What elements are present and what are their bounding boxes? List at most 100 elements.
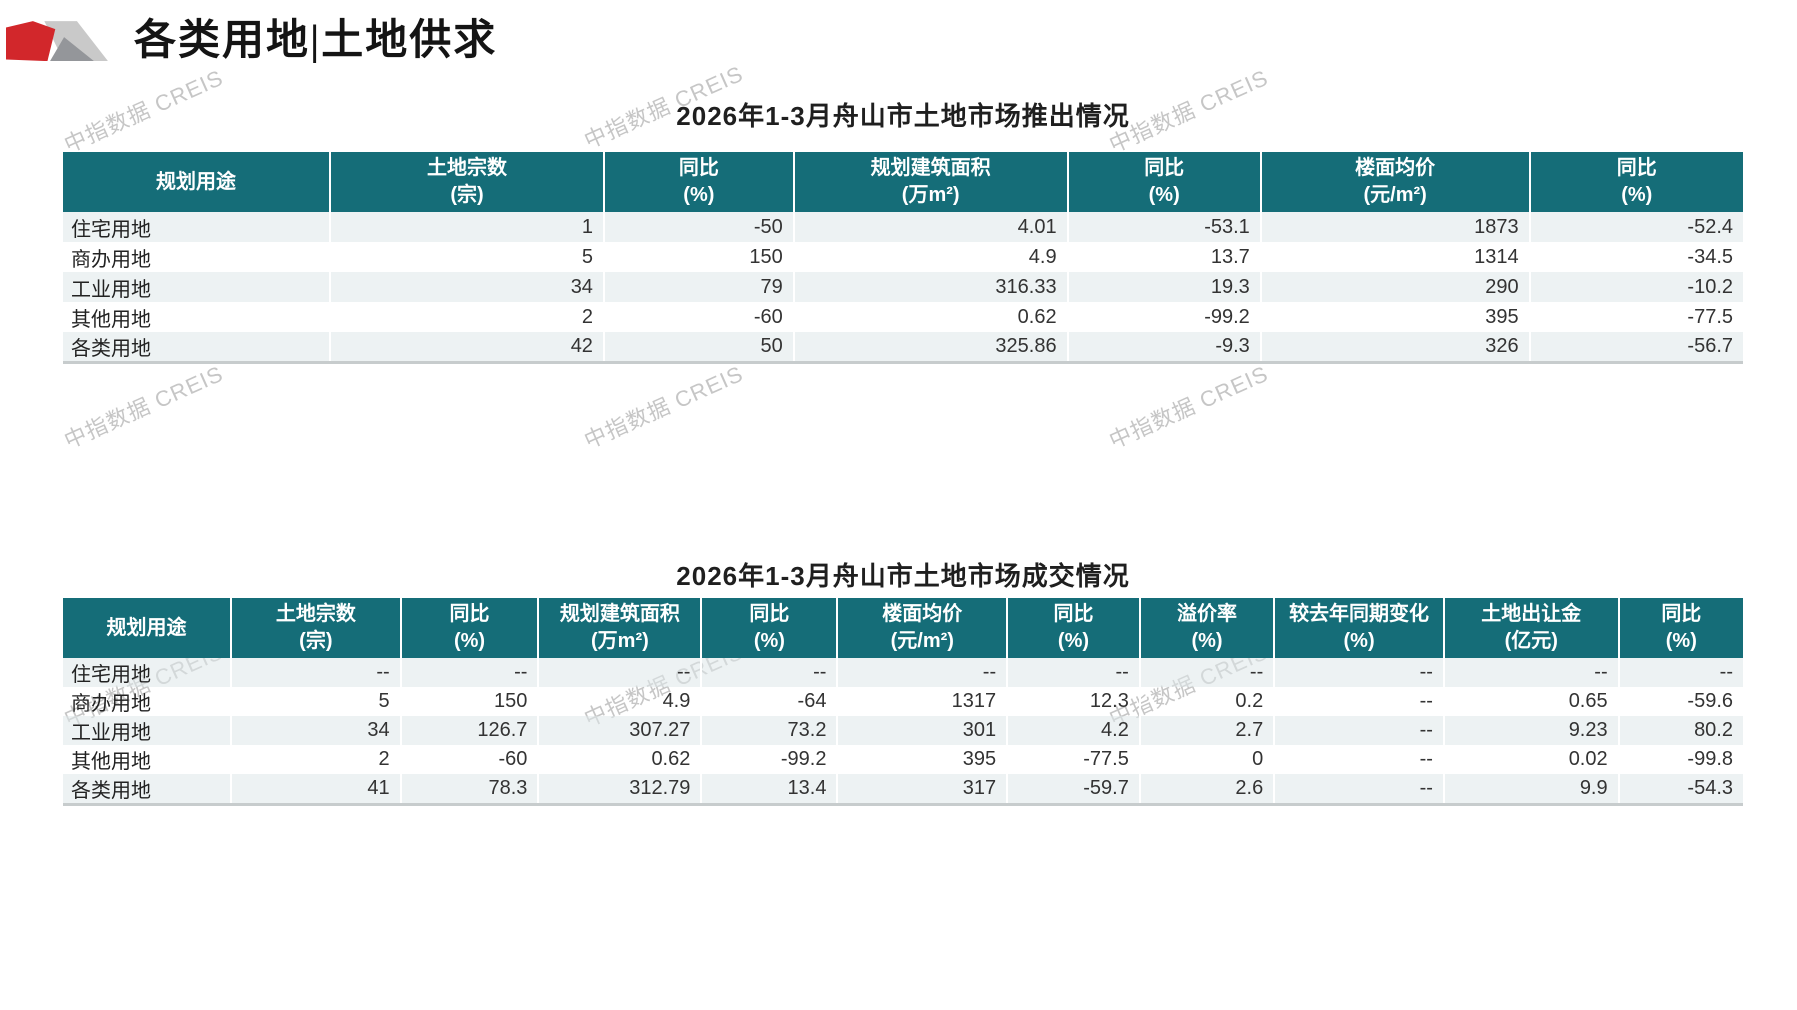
- table-row: 工业用地 34 79 316.33 19.3 290 -10.2: [63, 272, 1743, 302]
- value-cell: --: [1273, 774, 1444, 805]
- value-cell: 4.01: [792, 212, 1068, 242]
- value-cell: -53.1: [1066, 212, 1261, 242]
- watermark: 中指数据 CREIS: [1105, 360, 1273, 454]
- value-cell: --: [1006, 658, 1140, 687]
- value-cell: -52.4: [1528, 212, 1743, 242]
- value-cell: 126.7: [399, 716, 539, 745]
- value-cell: -9.3: [1066, 332, 1261, 363]
- row-label: 工业用地: [71, 722, 151, 744]
- row-label: 其他用地: [71, 308, 151, 331]
- value-cell: 41: [230, 774, 401, 805]
- value-cell: 0.62: [792, 302, 1068, 332]
- value-cell: 1873: [1259, 212, 1530, 242]
- table-row: 其他用地 2 -60 0.62 -99.2 395 -77.5: [63, 302, 1743, 332]
- table-row: 其他用地 2 -60 0.62 -99.2 395 -77.5 0 -- 0.02 -99.8: [63, 745, 1743, 774]
- value-cell: 312.79: [537, 774, 702, 805]
- value-cell: 326: [1259, 332, 1530, 363]
- value-cell: -56.7: [1528, 332, 1743, 363]
- value-cell: --: [230, 658, 401, 687]
- value-cell: 290: [1259, 272, 1530, 302]
- row-label: 其他用地: [71, 751, 151, 773]
- value-cell: --: [1273, 658, 1444, 687]
- value-cell: 78.3: [399, 774, 539, 805]
- column-header: 规划建筑面积 (万m²): [537, 598, 702, 658]
- value-cell: --: [1273, 687, 1444, 716]
- value-cell: 79: [602, 272, 794, 302]
- column-header: 同比 (%): [700, 598, 838, 658]
- deal-table: 规划用途 土地宗数 (宗) 同比 (%) 规划建筑面积 (万m²) 同比 (%) 楼面均价 (元/m…: [63, 598, 1743, 806]
- value-cell: 34: [230, 716, 401, 745]
- table-row: 各类用地 42 50 325.86 -9.3 326 -56.7: [63, 332, 1743, 363]
- value-cell: 301: [836, 716, 1008, 745]
- value-cell: 325.86: [792, 332, 1068, 363]
- value-cell: --: [537, 658, 702, 687]
- value-cell: 316.33: [792, 272, 1068, 302]
- value-cell: 1314: [1259, 242, 1530, 272]
- table-row: 商办用地 5 150 4.9 -64 1317 12.3 0.2 -- 0.65 -59.6: [63, 687, 1743, 716]
- column-header: 土地宗数 (宗): [230, 598, 401, 658]
- value-cell: -10.2: [1528, 272, 1743, 302]
- column-header: 同比 (%): [1528, 152, 1743, 212]
- value-cell: -99.8: [1617, 745, 1743, 774]
- value-cell: 13.7: [1066, 242, 1261, 272]
- value-cell: 19.3: [1066, 272, 1261, 302]
- value-cell: 42: [329, 332, 604, 363]
- value-cell: --: [700, 658, 838, 687]
- value-cell: -50: [602, 212, 794, 242]
- value-cell: 150: [602, 242, 794, 272]
- deal-header-row: 规划用途 土地宗数 (宗) 同比 (%) 规划建筑面积 (万m²) 同比 (%) 楼面均价 (元/m…: [63, 598, 1743, 658]
- value-cell: 1317: [836, 687, 1008, 716]
- value-cell: 5: [230, 687, 401, 716]
- value-cell: 9.23: [1442, 716, 1619, 745]
- table-row: 商办用地 5 150 4.9 13.7 1314 -34.5: [63, 242, 1743, 272]
- value-cell: 4.9: [537, 687, 702, 716]
- value-cell: 4.9: [792, 242, 1068, 272]
- value-cell: 395: [1259, 302, 1530, 332]
- value-cell: -77.5: [1006, 745, 1140, 774]
- value-cell: 307.27: [537, 716, 702, 745]
- value-cell: 5: [329, 242, 604, 272]
- watermark: 中指数据 CREIS: [60, 360, 228, 454]
- column-header: 溢价率 (%): [1138, 598, 1275, 658]
- value-cell: --: [1617, 658, 1743, 687]
- table-row: 各类用地 41 78.3 312.79 13.4 317 -59.7 2.6 -- 9.9 -54.…: [63, 774, 1743, 805]
- value-cell: -60: [399, 745, 539, 774]
- value-cell: --: [399, 658, 539, 687]
- value-cell: 0.2: [1138, 687, 1275, 716]
- column-header: 同比 (%): [602, 152, 794, 212]
- value-cell: -59.7: [1006, 774, 1140, 805]
- row-label: 住宅用地: [71, 218, 151, 241]
- value-cell: --: [1273, 716, 1444, 745]
- value-cell: -54.3: [1617, 774, 1743, 805]
- table-row: 住宅用地 1 -50 4.01 -53.1 1873 -52.4: [63, 212, 1743, 242]
- value-cell: 0.62: [537, 745, 702, 774]
- column-header: 规划用途: [63, 152, 331, 212]
- supply-header-row: 规划用途 土地宗数 (宗) 同比 (%) 规划建筑面积 (万m²) 同比 (%) 楼面均价 (元/m…: [63, 152, 1743, 212]
- value-cell: 12.3: [1006, 687, 1140, 716]
- value-cell: -59.6: [1617, 687, 1743, 716]
- column-header: 土地出让金 (亿元): [1442, 598, 1619, 658]
- value-cell: 2: [230, 745, 401, 774]
- column-header: 较去年同期变化 (%): [1273, 598, 1444, 658]
- supply-table-body: 住宅用地 1 -50 4.01 -53.1 1873 -52.4 商办用地 5 150 4.9 13.…: [63, 212, 1743, 363]
- value-cell: -60: [602, 302, 794, 332]
- column-header: 楼面均价 (元/m²): [836, 598, 1008, 658]
- value-cell: -99.2: [1066, 302, 1261, 332]
- column-header: 同比 (%): [1066, 152, 1261, 212]
- row-label: 各类用地: [71, 338, 151, 360]
- column-header: 规划建筑面积 (万m²): [792, 152, 1068, 212]
- value-cell: -77.5: [1528, 302, 1743, 332]
- deal-table-title: 2026年1-3月舟山市土地市场成交情况: [676, 561, 1130, 591]
- supply-table: 规划用途 土地宗数 (宗) 同比 (%) 规划建筑面积 (万m²) 同比 (%) 楼面均价 (元/m…: [63, 152, 1743, 364]
- table-row: 住宅用地 -- -- -- -- -- -- -- -- -- --: [63, 658, 1743, 687]
- table-row: 工业用地 34 126.7 307.27 73.2 301 4.2 2.7 -- 9.23 80.2: [63, 716, 1743, 745]
- row-label: 商办用地: [71, 693, 151, 715]
- value-cell: 2.7: [1138, 716, 1275, 745]
- value-cell: --: [1138, 658, 1275, 687]
- value-cell: --: [836, 658, 1008, 687]
- value-cell: 395: [836, 745, 1008, 774]
- value-cell: 73.2: [700, 716, 838, 745]
- supply-table-title: 2026年1-3月舟山市土地市场推出情况: [676, 101, 1130, 131]
- value-cell: 0.02: [1442, 745, 1619, 774]
